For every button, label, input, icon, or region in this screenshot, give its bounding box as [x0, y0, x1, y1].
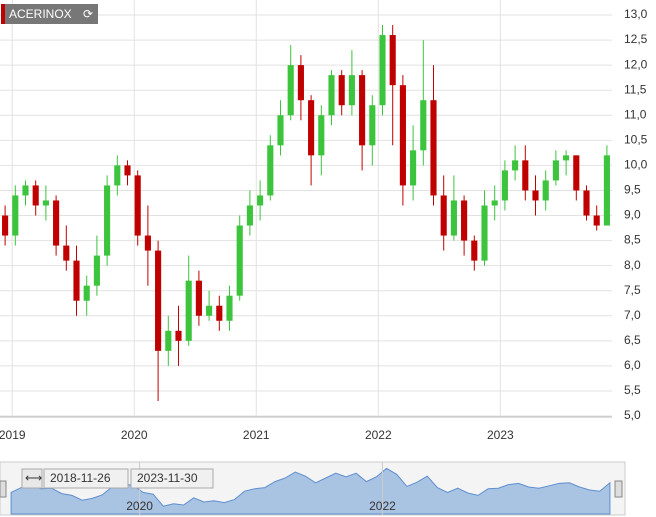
y-tick-label: 6,5: [624, 333, 641, 347]
candle-body: [226, 295, 233, 321]
y-tick-label: 10,5: [624, 132, 648, 146]
x-tick-label: 2020: [121, 428, 148, 442]
candle-body: [369, 105, 376, 146]
y-tick-label: 8,0: [624, 258, 641, 272]
y-tick-label: 9,5: [624, 183, 641, 197]
candle-body: [440, 195, 447, 236]
badge-label: ACERINOX: [9, 7, 72, 21]
badge: [1, 4, 98, 24]
candle-body: [216, 305, 223, 321]
start-input[interactable]: [43, 468, 129, 489]
x-tick-label: 2022: [365, 428, 392, 442]
candle-body: [389, 35, 396, 86]
nav-handle-right[interactable]: [614, 480, 623, 498]
nav-handle-left[interactable]: [0, 480, 7, 498]
candle-body: [481, 205, 488, 261]
candle-body: [155, 250, 162, 351]
y-tick-label: 12,5: [624, 32, 648, 46]
candle-body: [144, 235, 151, 251]
candle-body: [195, 280, 202, 316]
candle-body: [308, 100, 315, 156]
candle-body: [532, 190, 539, 201]
candle-body: [563, 155, 570, 161]
candle-body: [359, 75, 366, 146]
candle-body: [73, 260, 80, 301]
badge-stripe: [1, 4, 5, 24]
candle-body: [287, 65, 294, 116]
candle-body: [124, 165, 131, 176]
end-date: 2023-11-30: [137, 471, 198, 485]
candle-body: [471, 240, 478, 261]
candle-body: [603, 155, 610, 226]
plot: 5,0 5,5 6,0 6,5 7,0 7,5 8,0 8,5 9,0 9,5 10,0 10,5 11…: [0, 0, 648, 442]
start-date: 2018-11-26: [50, 471, 111, 485]
candle-body: [552, 160, 559, 181]
candle-body: [399, 85, 406, 186]
candle-body: [318, 115, 325, 156]
candle-body: [246, 205, 253, 226]
candle-body: [236, 225, 243, 296]
refresh-icon[interactable]: ⟳: [83, 7, 93, 21]
candle-body: [32, 185, 39, 206]
candle-body: [93, 255, 100, 286]
candle-body: [297, 65, 304, 101]
y-tick-label: 7,0: [624, 308, 641, 322]
y-tick-label: 5,0: [624, 408, 641, 422]
candle-body: [206, 305, 213, 316]
y-tick-label: 9,0: [624, 208, 641, 222]
candle-body: [12, 195, 19, 236]
candle-body: [348, 75, 355, 106]
candle-body: [267, 145, 274, 196]
navigator-tick-label: 2022: [369, 499, 396, 513]
candle-body: [114, 165, 121, 186]
candle-body: [338, 75, 345, 106]
end-input[interactable]: [130, 468, 214, 489]
range-arrow: ⟷: [25, 471, 42, 485]
candle-body: [53, 200, 60, 246]
candle-body: [430, 100, 437, 196]
candle-body: [593, 215, 600, 226]
candle-body: [104, 185, 111, 256]
candle-body: [42, 200, 49, 206]
y-tick-label: 11,5: [624, 82, 647, 96]
range-icon[interactable]: [21, 468, 43, 489]
y-tick-label: 5,5: [624, 383, 641, 397]
candle-body: [542, 180, 549, 201]
y-tick-label: 11,0: [624, 107, 647, 121]
candle-body: [22, 185, 29, 196]
candle-body: [522, 160, 529, 191]
y-tick-label: 6,0: [624, 358, 641, 372]
navigator-tick-label: 2020: [126, 499, 153, 513]
candle-body: [379, 35, 386, 106]
candle-body: [63, 245, 70, 261]
y-tick-label: 8,5: [624, 233, 641, 247]
candle-body: [461, 200, 468, 241]
y-tick-label: 13,0: [624, 7, 648, 21]
y-tick-label: 12,0: [624, 57, 648, 71]
candle-body: [410, 150, 417, 186]
candle-body: [2, 215, 9, 236]
x-tick-label: 2023: [487, 428, 514, 442]
candle-body: [328, 75, 335, 116]
x-tick-label: 2021: [243, 428, 270, 442]
candle-body: [185, 280, 192, 341]
x-tick-label: 2019: [0, 428, 26, 442]
candle-body: [512, 160, 519, 171]
y-tick-label: 10,0: [624, 158, 648, 172]
candle-body: [257, 195, 264, 206]
candle-body: [573, 155, 580, 191]
candle-body: [450, 200, 457, 236]
candle-body: [420, 100, 427, 151]
candle-body: [83, 285, 90, 301]
candle-body: [491, 200, 498, 206]
candle-body: [583, 190, 590, 216]
candle-body: [501, 170, 508, 201]
candle-body: [134, 175, 141, 236]
candle-body: [165, 330, 172, 351]
y-tick-label: 7,5: [624, 283, 641, 297]
candle-body: [175, 330, 182, 341]
candle-body: [277, 115, 284, 146]
